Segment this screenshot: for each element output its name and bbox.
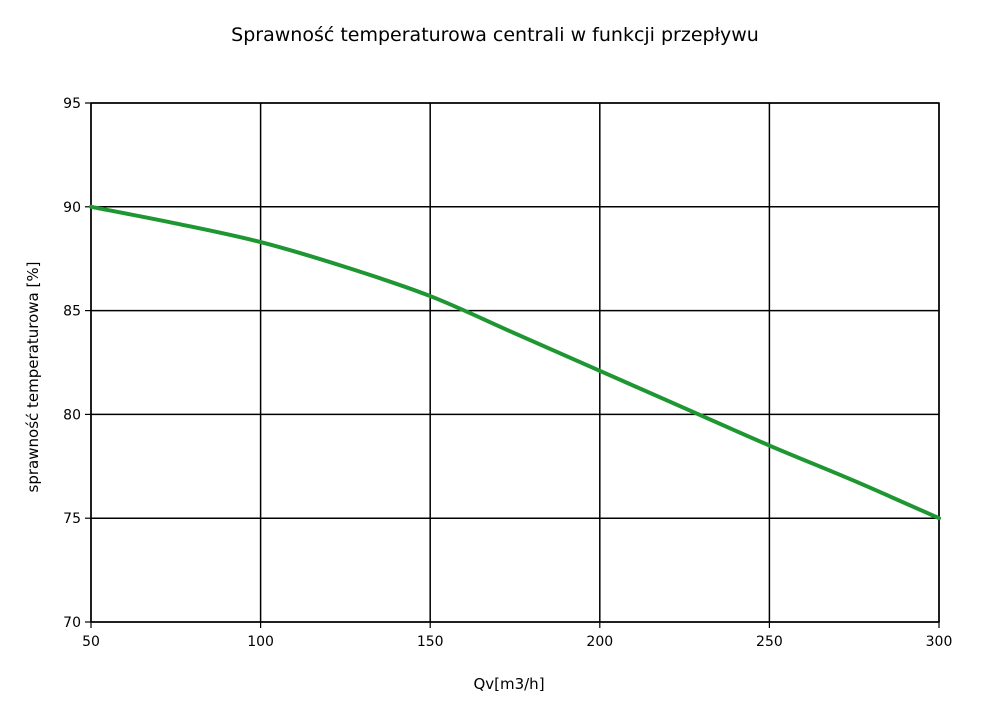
axis-ticks: 50 100 150 200 250 300 70 75 80 85 90 95 (63, 96, 952, 650)
y-tick-label: 80 (63, 407, 81, 423)
x-axis-label: Qv[m3/h] (473, 675, 544, 693)
y-tick-label: 85 (63, 304, 81, 320)
y-tick-label: 95 (63, 96, 81, 112)
x-tick-label: 100 (247, 634, 274, 650)
x-tick-label: 50 (82, 634, 100, 650)
x-tick-label: 200 (586, 634, 613, 650)
y-axis-label: sprawność temperaturowa [%] (24, 262, 42, 493)
x-tick-label: 250 (756, 634, 783, 650)
plot-area-frame (90, 102, 940, 623)
x-tick-label: 300 (926, 634, 953, 650)
chart-title: Sprawność temperaturowa centrali w funkc… (231, 24, 759, 46)
grid-lines (90, 102, 940, 623)
x-tick-label: 150 (417, 634, 444, 650)
y-tick-label: 70 (63, 615, 81, 631)
y-tick-label: 75 (63, 511, 81, 527)
series-line-efficiency (89, 204, 941, 521)
y-tick-label: 90 (63, 200, 81, 216)
